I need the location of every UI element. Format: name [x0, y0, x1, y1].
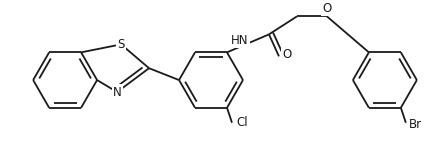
Text: Br: Br — [409, 118, 422, 131]
Text: O: O — [282, 48, 291, 61]
Text: HN: HN — [231, 34, 249, 47]
Text: N: N — [113, 86, 121, 99]
Text: O: O — [322, 2, 332, 15]
Text: S: S — [117, 38, 125, 51]
Text: Cl: Cl — [236, 116, 248, 129]
